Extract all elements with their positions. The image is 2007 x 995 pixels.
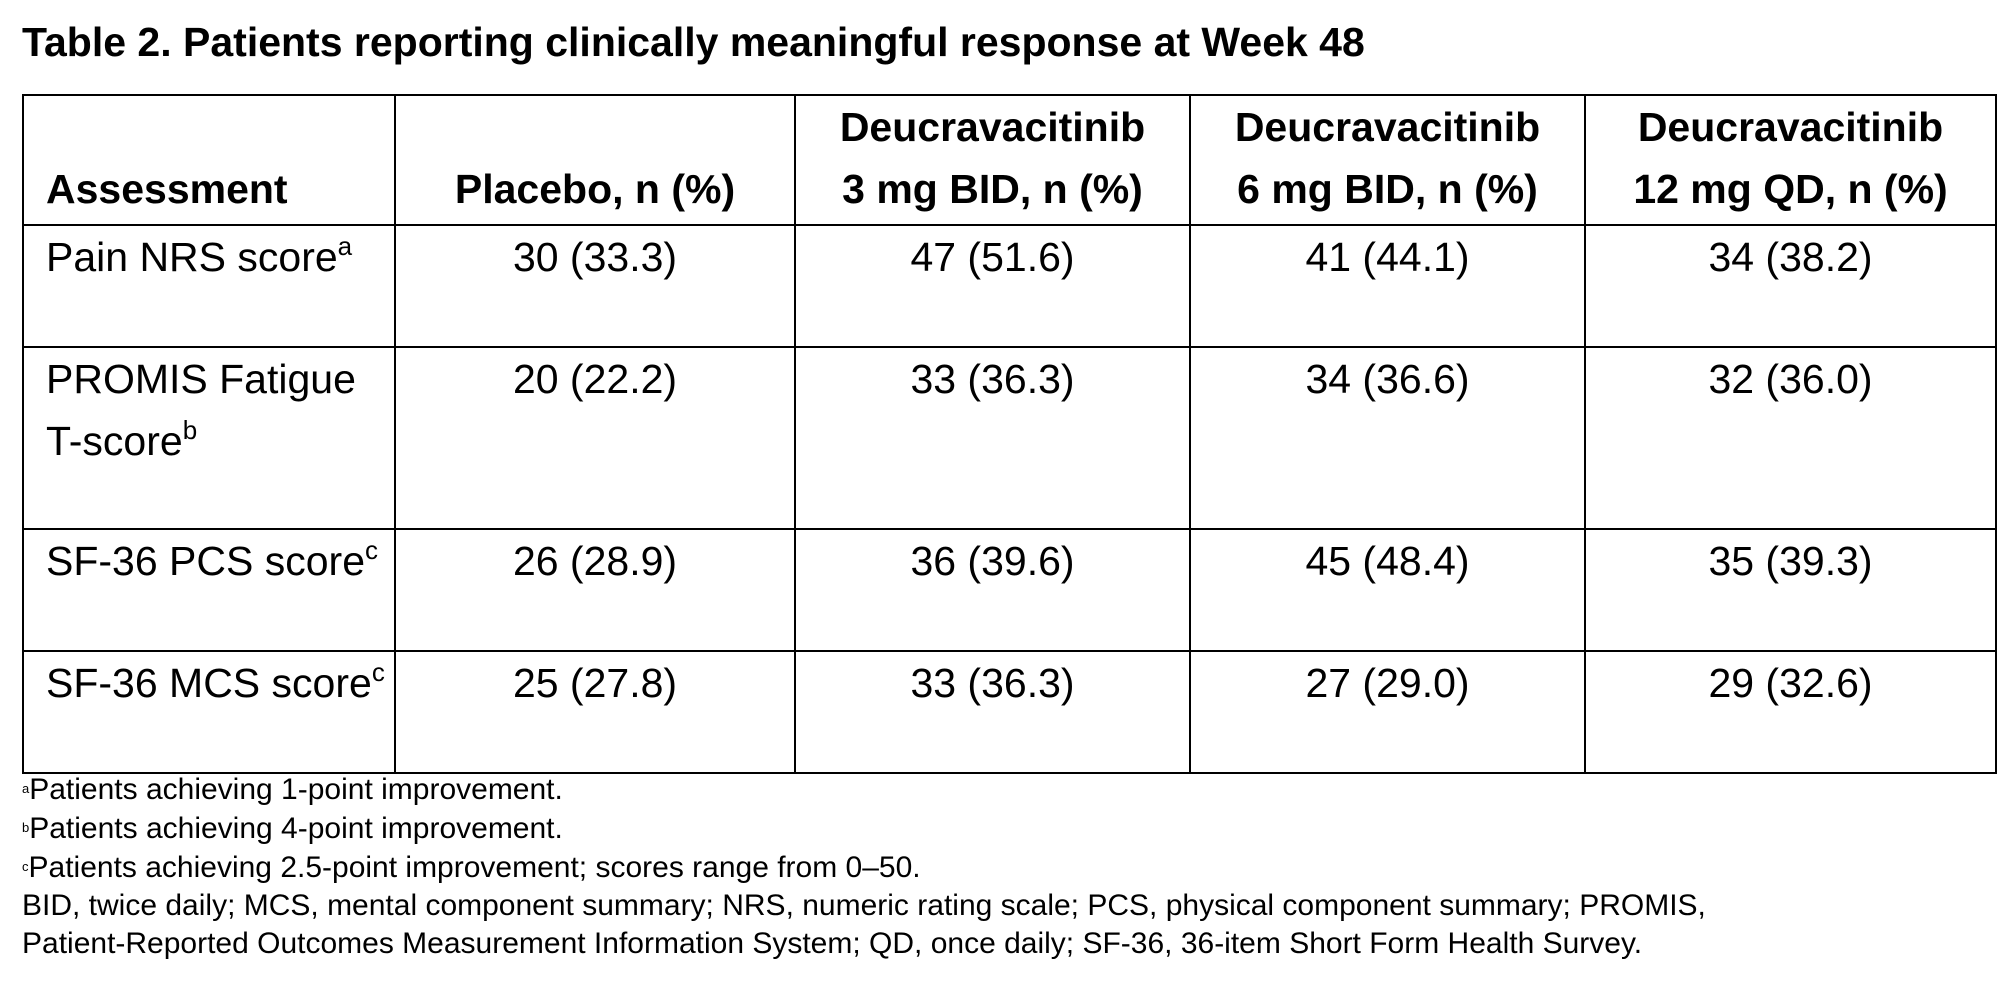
cell-placebo: 25 (27.8): [394, 650, 796, 774]
column-header-placebo: Placebo, n (%): [394, 94, 796, 226]
cell-12mg-qd: 29 (32.6): [1584, 650, 1997, 774]
table-row: Pain NRS scorea 30 (33.3) 47 (51.6) 41 (…: [22, 224, 1997, 348]
table-row: SF-36 MCS scorec 25 (27.8) 33 (36.3) 27 …: [22, 650, 1997, 774]
row-label: Pain NRS scorea: [22, 224, 396, 348]
cell-placebo: 20 (22.2): [394, 346, 796, 530]
table-row: PROMIS Fatigue T-scoreb 20 (22.2) 33 (36…: [22, 346, 1997, 530]
cell-3mg-bid: 36 (39.6): [794, 528, 1191, 652]
table-row: SF-36 PCS scorec 26 (28.9) 36 (39.6) 45 …: [22, 528, 1997, 652]
row-label: SF-36 MCS scorec: [22, 650, 396, 774]
table-footnotes: aPatients achieving 1-point improvement.…: [22, 770, 1706, 963]
cell-6mg-bid: 34 (36.6): [1189, 346, 1586, 530]
abbreviations-line: Patient-Reported Outcomes Measurement In…: [22, 927, 1643, 960]
cell-12mg-qd: 32 (36.0): [1584, 346, 1997, 530]
cell-6mg-bid: 45 (48.4): [1189, 528, 1586, 652]
cell-12mg-qd: 35 (39.3): [1584, 528, 1997, 652]
row-label: SF-36 PCS scorec: [22, 528, 396, 652]
cell-6mg-bid: 27 (29.0): [1189, 650, 1586, 774]
column-header-deuc-3mg-bid: Deucravacitinib 3 mg BID, n (%): [794, 94, 1191, 226]
results-table: Assessment Placebo, n (%) Deucravacitini…: [22, 94, 1997, 774]
footnote: bPatients achieving 4-point improvement.: [22, 812, 563, 845]
cell-3mg-bid: 47 (51.6): [794, 224, 1191, 348]
table-title: Table 2. Patients reporting clinically m…: [22, 19, 1365, 65]
cell-3mg-bid: 33 (36.3): [794, 650, 1191, 774]
cell-3mg-bid: 33 (36.3): [794, 346, 1191, 530]
column-header-deuc-12mg-qd: Deucravacitinib 12 mg QD, n (%): [1584, 94, 1997, 226]
cell-12mg-qd: 34 (38.2): [1584, 224, 1997, 348]
cell-placebo: 26 (28.9): [394, 528, 796, 652]
row-label: PROMIS Fatigue T-scoreb: [22, 346, 396, 530]
document-page: Table 2. Patients reporting clinically m…: [22, 0, 1997, 960]
cell-6mg-bid: 41 (44.1): [1189, 224, 1586, 348]
footnote: aPatients achieving 1-point improvement.: [22, 773, 563, 806]
header-row: Assessment Placebo, n (%) Deucravacitini…: [22, 94, 1997, 226]
footnote: cPatients achieving 2.5-point improvemen…: [22, 851, 921, 884]
cell-placebo: 30 (33.3): [394, 224, 796, 348]
column-header-deuc-6mg-bid: Deucravacitinib 6 mg BID, n (%): [1189, 94, 1586, 226]
abbreviations-line: BID, twice daily; MCS, mental component …: [22, 889, 1706, 922]
column-header-assessment: Assessment: [22, 94, 396, 226]
